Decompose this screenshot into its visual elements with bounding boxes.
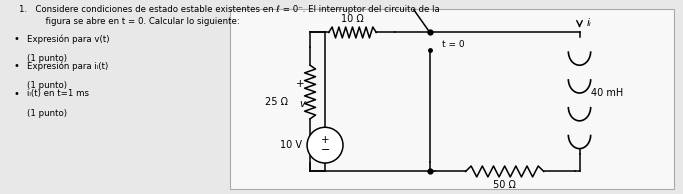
Text: •: • bbox=[14, 89, 20, 99]
Text: 40 mH: 40 mH bbox=[591, 88, 624, 98]
FancyBboxPatch shape bbox=[230, 9, 674, 189]
Text: •: • bbox=[14, 35, 20, 44]
Text: t = 0: t = 0 bbox=[442, 40, 464, 49]
Text: Expresión para iₗ(t): Expresión para iₗ(t) bbox=[27, 61, 108, 71]
Text: +: + bbox=[296, 79, 305, 89]
Text: 25 Ω: 25 Ω bbox=[265, 97, 288, 107]
Text: +: + bbox=[321, 135, 329, 145]
Text: (1 punto): (1 punto) bbox=[27, 81, 67, 90]
Text: (1 punto): (1 punto) bbox=[27, 54, 67, 63]
Text: •: • bbox=[14, 61, 20, 71]
Text: figura se abre en t = 0. Calcular lo siguiente:: figura se abre en t = 0. Calcular lo sig… bbox=[29, 16, 239, 26]
Text: 1.   Considere condiciones de estado estable existentes en ℓ = 0⁻. El interrupto: 1. Considere condiciones de estado estab… bbox=[18, 5, 439, 14]
Text: iₗ: iₗ bbox=[587, 17, 591, 28]
Text: (1 punto): (1 punto) bbox=[27, 109, 67, 118]
Text: iₗ(t) en t=1 ms: iₗ(t) en t=1 ms bbox=[27, 89, 89, 98]
Circle shape bbox=[307, 127, 343, 163]
Text: v: v bbox=[299, 99, 305, 109]
Text: 10 Ω: 10 Ω bbox=[341, 14, 364, 23]
Text: 10 V: 10 V bbox=[280, 140, 302, 150]
Text: 50 Ω: 50 Ω bbox=[493, 180, 516, 190]
Text: −: − bbox=[320, 145, 330, 155]
Text: Expresión para v(t): Expresión para v(t) bbox=[27, 35, 109, 44]
